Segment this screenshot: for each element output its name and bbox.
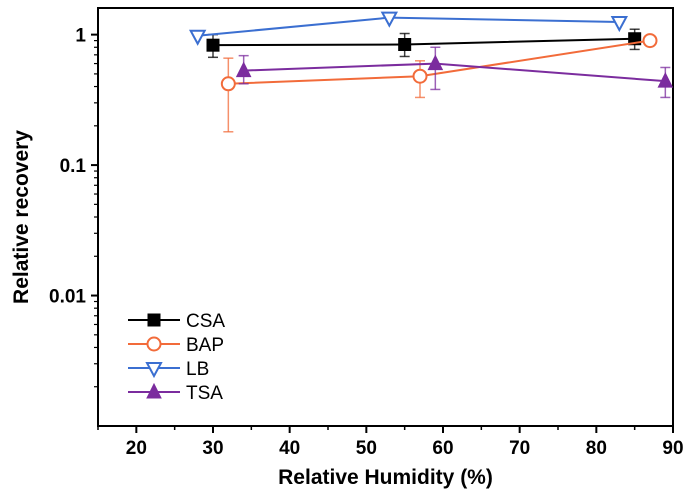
series-tsa <box>235 46 674 99</box>
y-tick-label: 1 <box>75 26 86 47</box>
data-point <box>220 76 236 92</box>
legend-label: CSA <box>186 311 225 332</box>
legend-item-bap: BAP <box>128 335 224 356</box>
data-point <box>427 54 444 71</box>
series-bap <box>220 33 658 133</box>
legend-item-csa: CSA <box>128 311 225 332</box>
data-point <box>610 15 629 33</box>
data-point <box>235 61 252 78</box>
data-point <box>188 29 207 46</box>
x-tick-label: 30 <box>202 438 223 459</box>
x-tick-label: 60 <box>432 438 453 459</box>
x-tick-label: 20 <box>126 438 147 459</box>
x-tick-label: 50 <box>356 438 377 459</box>
series-layer <box>188 11 674 133</box>
series-line <box>243 62 666 83</box>
data-point <box>380 11 399 28</box>
legend-label: TSA <box>186 383 223 404</box>
x-axis-title: Relative Humidity (%) <box>278 466 493 489</box>
data-point <box>398 38 412 52</box>
x-tick-label: 40 <box>279 438 300 459</box>
x-tick-label: 90 <box>662 438 683 459</box>
y-tick-label: 0.01 <box>49 287 86 308</box>
legend-label: BAP <box>186 335 224 356</box>
plot-frame <box>97 7 674 427</box>
legend-label: LB <box>186 359 209 380</box>
series-lb <box>188 11 629 46</box>
data-point <box>206 38 220 52</box>
y-tick-label: 0.1 <box>60 156 87 177</box>
legend-marker <box>145 362 163 379</box>
y-axis-title: Relative recovery <box>10 130 33 304</box>
data-point <box>412 68 428 84</box>
axes: 20 30 40 50 60 70 80 90 0.01 0.1 1 <box>49 7 684 459</box>
legend-marker <box>146 336 162 352</box>
series-line <box>212 37 635 47</box>
legend-marker <box>146 382 162 399</box>
legend-marker <box>147 313 161 327</box>
x-tick-label: 80 <box>586 438 607 459</box>
data-point <box>642 33 658 49</box>
data-point <box>657 72 674 88</box>
x-tick-label: 70 <box>509 438 530 459</box>
legend-item-tsa: TSA <box>128 382 223 404</box>
legend-item-lb: LB <box>128 359 209 380</box>
legend: CSA BAP LB TSA <box>128 311 225 404</box>
series-csa <box>206 28 642 59</box>
